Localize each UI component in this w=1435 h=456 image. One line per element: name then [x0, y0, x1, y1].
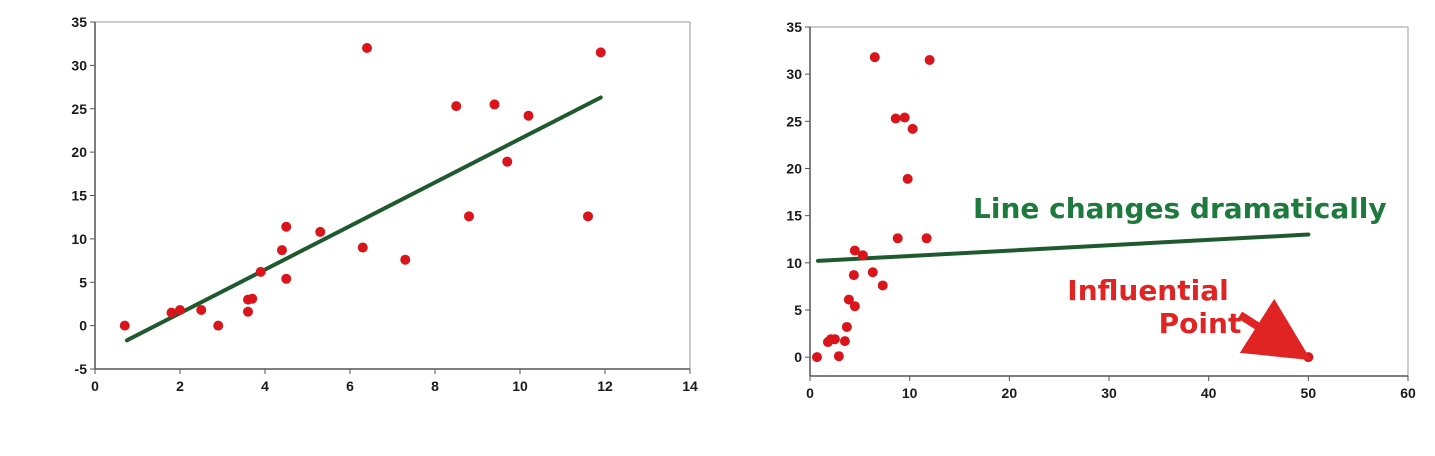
data-point	[362, 43, 372, 54]
data-point	[489, 99, 500, 110]
data-point	[833, 351, 844, 362]
x-tick-label: 4	[261, 378, 269, 394]
data-point	[924, 55, 935, 66]
plot-frame	[94, 21, 691, 370]
data-point	[857, 250, 868, 261]
data-point	[523, 110, 534, 121]
data-point	[255, 266, 266, 277]
data-point	[839, 336, 850, 347]
data-point	[921, 233, 932, 244]
data-point	[175, 305, 185, 316]
regression-line	[815, 232, 1311, 263]
data-point	[464, 211, 474, 222]
data-point	[213, 320, 224, 331]
x-tick-label: 12	[597, 378, 613, 394]
x-tick-label: 40	[1201, 385, 1217, 401]
data-point	[867, 267, 878, 278]
x-tick-label: 6	[346, 378, 354, 394]
x-tick-label: 0	[806, 385, 814, 401]
data-point	[890, 113, 901, 124]
data-point	[595, 47, 606, 58]
data-point	[281, 273, 292, 284]
data-point	[281, 221, 292, 232]
data-point	[357, 242, 368, 253]
x-tick-label: 10	[512, 378, 528, 394]
annotation-influential: Influential	[1067, 274, 1228, 307]
data-point	[315, 226, 326, 237]
y-tick-label: 20	[71, 144, 87, 160]
y-tick-label: 35	[786, 19, 802, 35]
y-tick-label: 0	[794, 349, 802, 365]
annotation-point: Point	[1159, 307, 1242, 340]
y-tick-label: 5	[79, 274, 87, 290]
x-tick-label: 0	[91, 378, 99, 394]
y-tick-label: -5	[75, 361, 88, 377]
data-point	[451, 101, 462, 112]
x-tick-label: 20	[1002, 385, 1018, 401]
data-point	[243, 306, 253, 317]
y-tick-label: 10	[71, 231, 87, 247]
y-tick-label: 30	[786, 66, 802, 82]
data-point	[502, 156, 513, 167]
data-point	[166, 307, 177, 318]
data-point	[841, 321, 852, 332]
influential-arrow-icon	[1237, 298, 1311, 361]
y-tick-label: 15	[71, 188, 87, 204]
data-point	[119, 320, 130, 331]
x-tick-label: 10	[902, 385, 918, 401]
x-tick-label: 60	[1400, 385, 1416, 401]
data-point	[1303, 352, 1314, 363]
data-point	[899, 112, 910, 123]
y-tick-label: 10	[786, 255, 802, 271]
y-tick-label: 30	[71, 57, 87, 73]
scatter-plot-influential: 0 5 10 15 20 25 30 35 0 10 20 30 40 50 60	[786, 19, 1416, 401]
y-tick-label: 35	[71, 14, 87, 30]
x-tick-label: 50	[1301, 385, 1317, 401]
data-point	[843, 294, 854, 305]
data-point	[196, 305, 207, 316]
data-point	[907, 123, 918, 134]
y-tick-label: 15	[786, 208, 802, 224]
regression-line	[124, 95, 603, 343]
y-tick-label: 0	[79, 318, 87, 334]
x-tick-label: 14	[682, 378, 698, 394]
data-point	[849, 301, 860, 312]
x-tick-label: 2	[176, 378, 184, 394]
data-point	[829, 334, 840, 345]
annotation-line-changes: Line changes dramatically	[973, 192, 1387, 225]
data-point	[849, 245, 860, 256]
data-point	[247, 293, 258, 304]
data-point	[400, 254, 411, 265]
y-tick-label: 20	[786, 160, 802, 176]
data-point	[277, 245, 287, 256]
data-point	[848, 270, 859, 281]
data-point	[811, 352, 822, 363]
y-tick-label: 5	[794, 302, 802, 318]
data-point	[877, 280, 888, 291]
y-tick-label: 25	[71, 101, 87, 117]
x-tick-label: 30	[1101, 385, 1117, 401]
data-point	[902, 173, 913, 184]
data-point	[892, 233, 903, 244]
data-point	[583, 211, 593, 222]
data-point	[869, 52, 880, 63]
x-tick-label: 8	[431, 378, 439, 394]
y-tick-label: 25	[786, 113, 802, 129]
